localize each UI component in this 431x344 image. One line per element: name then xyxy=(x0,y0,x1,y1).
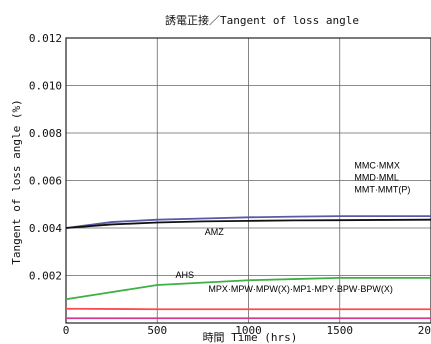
y-axis-label: Tangent of loss angle (%) xyxy=(10,99,23,265)
series-line-2 xyxy=(65,276,431,301)
chart-title: 誘電正接／Tangent of loss angle xyxy=(165,14,359,27)
annotation-2: MMT·MMT(P) xyxy=(354,184,410,194)
series-lines xyxy=(65,215,431,320)
y-tick-label-0: 0.002 xyxy=(29,270,62,283)
annotation-4: AHS xyxy=(176,270,195,280)
x-axis-label: 時間 Time (hrs) xyxy=(203,331,298,344)
x-tick-label-3: 1500 xyxy=(327,324,354,337)
y-tick-labels: 0.002 0.004 0.006 0.008 0.010 0.012 xyxy=(29,32,62,283)
series-line-1 xyxy=(65,218,431,229)
series-line-0 xyxy=(65,215,431,229)
annotation-5: MPX·MPW·MPW(X)·MP1·MPY·BPW·BPW(X) xyxy=(208,284,392,294)
annotation-0: MMC·MMX xyxy=(354,161,400,171)
annotation-1: MMD·MML xyxy=(354,173,399,183)
x-tick-label-0: 0 xyxy=(63,324,70,337)
x-tick-label-4: 2000 xyxy=(418,324,431,337)
x-tick-labels: 0 500 1000 1500 2000 xyxy=(63,324,431,337)
x-tick-label-1: 500 xyxy=(147,324,167,337)
y-tick-label-1: 0.004 xyxy=(29,222,62,235)
annotation-3: AMZ xyxy=(205,227,225,237)
y-tick-label-3: 0.008 xyxy=(29,127,62,140)
x-tick-label-2: 1000 xyxy=(235,324,262,337)
y-tick-label-5: 0.012 xyxy=(29,32,62,45)
y-tick-label-2: 0.006 xyxy=(29,175,62,188)
plot-frame xyxy=(65,37,431,324)
y-tick-label-4: 0.010 xyxy=(29,80,62,93)
grid xyxy=(66,38,431,323)
